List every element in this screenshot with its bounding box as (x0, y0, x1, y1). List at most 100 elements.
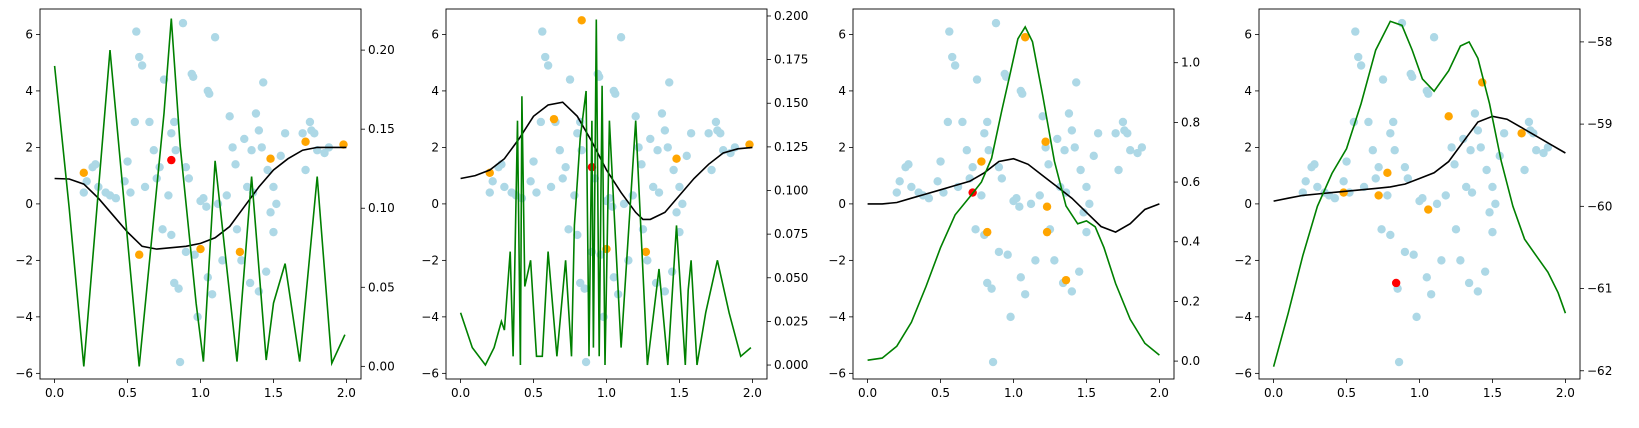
observation-point (663, 143, 672, 152)
observation-point (948, 52, 957, 62)
observation-point (1035, 191, 1044, 200)
observation-point (1079, 208, 1088, 217)
observation-point (1482, 165, 1491, 175)
observation-point (678, 199, 687, 209)
observation-point (1394, 357, 1404, 367)
observation-point (605, 194, 614, 203)
observation-point (581, 357, 591, 367)
observation-point (983, 278, 992, 288)
x-tick-label: 0.0 (451, 386, 470, 400)
observation-point (174, 284, 183, 293)
observation-point (980, 129, 989, 138)
observation-point (994, 247, 1004, 257)
acquisition-line (53, 18, 346, 367)
observation-point (634, 143, 643, 152)
observation-point (1006, 312, 1015, 322)
observation-point (1480, 267, 1490, 276)
observation-point (320, 148, 329, 158)
observation-point (538, 27, 547, 36)
observation-point (500, 182, 509, 192)
observation-point (1053, 134, 1062, 144)
observation-point (310, 129, 319, 138)
observation-point (1485, 208, 1494, 217)
observation-point (543, 61, 553, 70)
selected-point (1061, 275, 1071, 285)
observation-point (564, 225, 573, 234)
observation-point (254, 126, 264, 135)
observation-point (984, 146, 993, 155)
y2-tick-label: 0.6 (1181, 175, 1200, 189)
x-tick-label: 1.5 (1483, 386, 1502, 400)
observation-point (1026, 199, 1036, 209)
observation-point (561, 162, 570, 172)
y2-tick-label: 0.10 (368, 201, 395, 215)
observation-point (945, 27, 954, 36)
observation-point (1371, 174, 1380, 183)
observation-point (1539, 148, 1548, 158)
observation-point (907, 182, 916, 192)
x-tick-label: 1.0 (191, 386, 210, 400)
y2-tick-label: −62 (1587, 364, 1612, 378)
observation-point (485, 188, 494, 197)
observation-point (1031, 256, 1040, 265)
observation-point (140, 182, 150, 192)
observation-point (654, 188, 664, 197)
observation-point (207, 290, 217, 299)
observation-point (609, 273, 618, 282)
observation-point (178, 18, 188, 28)
selected-point (1020, 33, 1030, 42)
observation-point (1520, 165, 1529, 175)
observation-point (1461, 182, 1471, 192)
current-point (1391, 278, 1401, 288)
observation-point (82, 177, 91, 186)
observation-point (1342, 157, 1351, 166)
observation-point (1050, 256, 1059, 265)
observation-point (1126, 146, 1135, 155)
observation-point (892, 188, 901, 197)
observation-point (624, 256, 633, 265)
observation-point (272, 199, 281, 209)
observation-point (1364, 117, 1373, 127)
observation-point (933, 177, 942, 186)
y2-tick-label: 0.150 (774, 96, 808, 110)
observation-point (488, 177, 497, 186)
selected-point (266, 154, 275, 163)
y-tick-label: 4 (1244, 84, 1252, 98)
x-tick-label: 0.5 (524, 386, 543, 400)
observation-point (565, 75, 575, 84)
observation-point (1060, 146, 1069, 155)
observation-point (1491, 199, 1500, 209)
y2-tick-label: 0.15 (368, 122, 395, 136)
observation-point (298, 129, 307, 138)
selected-point (301, 137, 310, 146)
observation-point (1476, 143, 1485, 152)
acquisition-line (1272, 20, 1567, 367)
observation-point (1386, 129, 1395, 138)
observation-point (126, 188, 135, 197)
observation-point (1313, 182, 1322, 192)
observation-point (1354, 52, 1363, 62)
y2-tick-label: −58 (1587, 35, 1612, 49)
observation-point (648, 182, 658, 192)
observation-point (1390, 146, 1399, 155)
x-tick-label: 1.5 (264, 386, 283, 400)
y-tick-label: 2 (838, 140, 846, 154)
observation-point (1064, 109, 1074, 118)
observation-point (1111, 129, 1120, 138)
observation-point (91, 160, 100, 169)
observation-point (137, 61, 147, 70)
observation-point (240, 134, 249, 144)
observation-point (245, 278, 255, 288)
observation-point (939, 188, 948, 197)
observation-point (158, 225, 167, 234)
observation-point (1356, 61, 1366, 70)
observation-point (1093, 129, 1103, 138)
observation-point (152, 174, 161, 183)
observation-point (657, 109, 667, 118)
observation-point (611, 89, 620, 98)
observation-point (231, 160, 240, 169)
observation-point (994, 162, 1004, 172)
observation-point (171, 146, 180, 155)
observation-point (991, 18, 1001, 28)
